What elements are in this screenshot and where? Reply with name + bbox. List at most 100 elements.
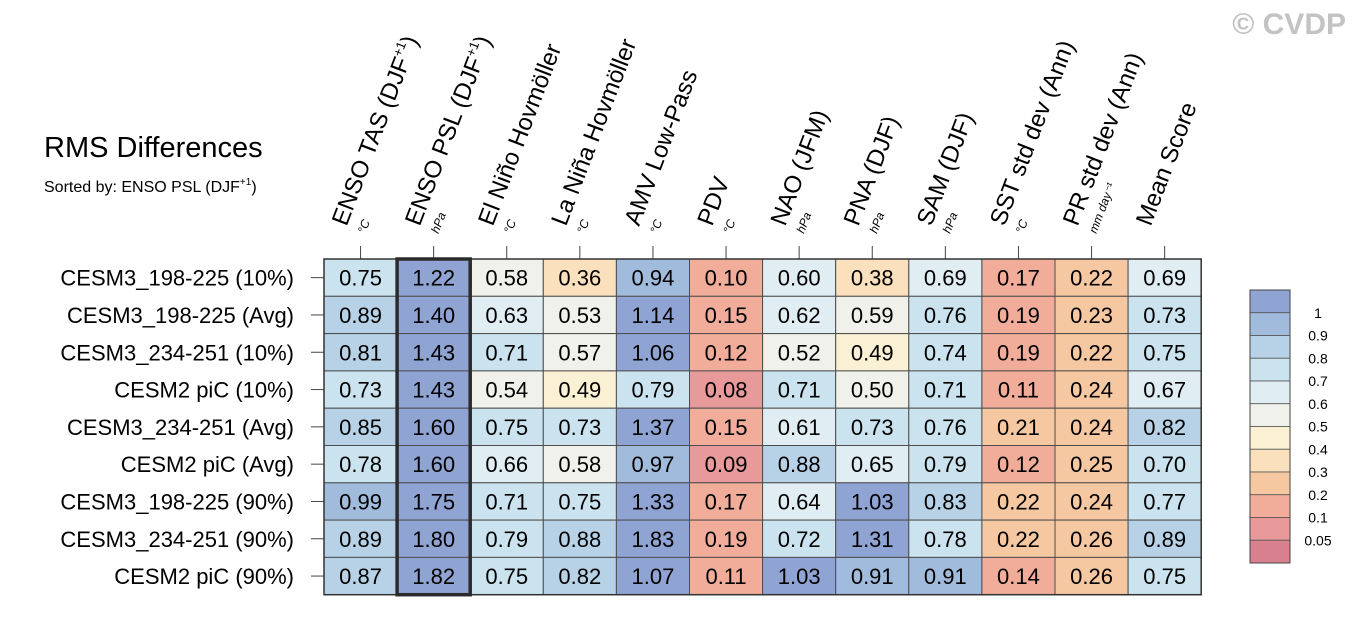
row-label: CESM2 piC (Avg) [121,452,294,477]
heatmap-cell [981,370,1056,409]
heatmap-cell [689,407,764,447]
column-label: Mean Score [1131,99,1203,229]
cell-value-label: 0.22 [997,489,1040,514]
cell-value-label: 0.94 [632,266,675,291]
cell-value-label: 0.21 [997,415,1040,440]
row-label: CESM3_198-225 (90%) [60,489,294,514]
heatmap-cell [981,407,1056,447]
column-header: SAM (DJF)hPa [912,109,980,236]
column-label: PNA (DJF) [839,112,905,229]
colorbar-swatch [1249,357,1291,382]
cell-value-label: 1.80 [412,527,455,552]
column-header: NAO (JFM)hPa [766,106,835,235]
cell-value-label: 0.91 [924,564,967,589]
column-unit: hPa [867,210,888,235]
cell-value-label: 0.14 [997,564,1040,589]
heatmap-cell [542,519,617,558]
cell-value-label: 0.78 [339,452,382,477]
cell-value-label: 1.83 [632,527,675,552]
column-header: PNA (DJF)hPa [839,112,905,235]
cell-value-label: 0.89 [339,303,382,328]
heatmap-cell [981,258,1056,297]
heatmap-cell [615,407,691,447]
cell-value-label: 0.69 [924,266,967,291]
heatmap-cell [396,295,471,335]
cell-value-label: 0.12 [997,452,1040,477]
cell-value-label: 0.11 [998,378,1039,403]
cell-value-label: 0.63 [485,303,528,328]
cell-value-label: 0.49 [558,378,601,403]
heatmap-cell [323,295,398,335]
heatmap-cell [1054,295,1129,335]
highlight-column-border [395,257,472,597]
heatmap-cell [835,556,910,596]
colorbar-tick-label: 0.05 [1304,532,1331,548]
cell-value-label: 0.73 [1143,303,1186,328]
cell-value-label: 0.77 [1143,489,1186,514]
cell-value-label: 0.25 [1070,452,1113,477]
cell-value-label: 0.24 [1070,415,1113,440]
cell-value-label: 0.64 [778,489,821,514]
cell-value-label: 0.26 [1070,527,1113,552]
heatmap-cell [469,519,544,558]
cell-value-label: 0.53 [558,303,601,328]
cell-value-label: 0.79 [485,527,528,552]
column-headers: ENSO TAS (DJF+1)°C ENSO PSL (DJF+1)hPa El … [327,32,1203,259]
colorbar-border [1249,289,1291,564]
cell-value-label: 0.75 [558,489,601,514]
colorbar-swatch [1249,448,1291,473]
colorbar: 1 0.9 0.8 0.7 0.6 0.5 0.4 0.3 0.2 0.1 0.05 [1249,289,1332,564]
column-unit: hPa [794,210,815,235]
cell-value-label: 0.73 [339,378,382,403]
heatmap-cell [908,445,983,484]
heatmap-cell [762,519,837,558]
heatmap-cell [1054,482,1129,521]
heatmap-cell [1127,482,1202,521]
column-label: NAO (JFM) [766,106,835,229]
heatmap-cell [908,556,983,596]
cell-value-label: 0.78 [924,527,967,552]
heatmap-cell [835,482,910,521]
cell-value-label: 0.99 [339,489,382,514]
heatmap-cell [689,333,764,372]
heatmap-cells: 0.75 1.22 0.58 0.36 0.94 0.10 0.60 0.38 0.69 0.17… [323,257,1202,597]
heatmap-cell [981,556,1056,596]
cell-value-label: 0.70 [1143,452,1186,477]
cell-value-label: 0.36 [558,266,601,291]
colorbar-swatch [1249,539,1291,564]
cell-value-label: 1.03 [778,564,821,589]
heatmap-cell [396,445,471,484]
column-unit: °C [720,217,738,235]
cell-value-label: 0.57 [558,340,601,365]
heatmap-cell [908,482,983,521]
cell-value-label: 0.12 [705,340,748,365]
cell-value-label: 0.79 [632,378,675,403]
cell-value-label: 0.58 [485,266,528,291]
heatmap-cell [396,519,471,558]
colorbar-tick-label: 0.9 [1308,328,1328,344]
cell-value-label: 0.62 [778,303,821,328]
cell-value-label: 0.17 [997,266,1040,291]
cell-value-label: 0.83 [924,489,967,514]
row-label: CESM3_234-251 (10%) [60,340,294,365]
row-labels: CESM3_198-225 (10%) CESM3_198-225 (Avg) CE… [60,266,324,589]
colorbar-swatch [1249,289,1291,314]
column-unit: °C [1013,217,1031,235]
cell-value-label: 0.76 [924,415,967,440]
heatmap-cell [1054,519,1129,558]
column-unit: hPa [940,210,961,235]
heatmap-cell [1054,556,1129,596]
cell-value-label: 1.37 [632,415,675,440]
grid-border [323,258,1202,596]
cell-value-label: 0.23 [1070,303,1113,328]
cell-value-label: 1.43 [412,378,455,403]
cell-value-label: 0.69 [1143,266,1186,291]
cell-value-label: 0.59 [851,303,894,328]
subtitle-sup: +1 [240,177,252,188]
heatmap-cell [323,519,398,558]
cell-value-label: 0.61 [778,415,821,440]
colorbar-tick-label: 1 [1314,305,1322,321]
colorbar-tick-label: 0.4 [1308,441,1328,457]
heatmap-cell [981,482,1056,521]
